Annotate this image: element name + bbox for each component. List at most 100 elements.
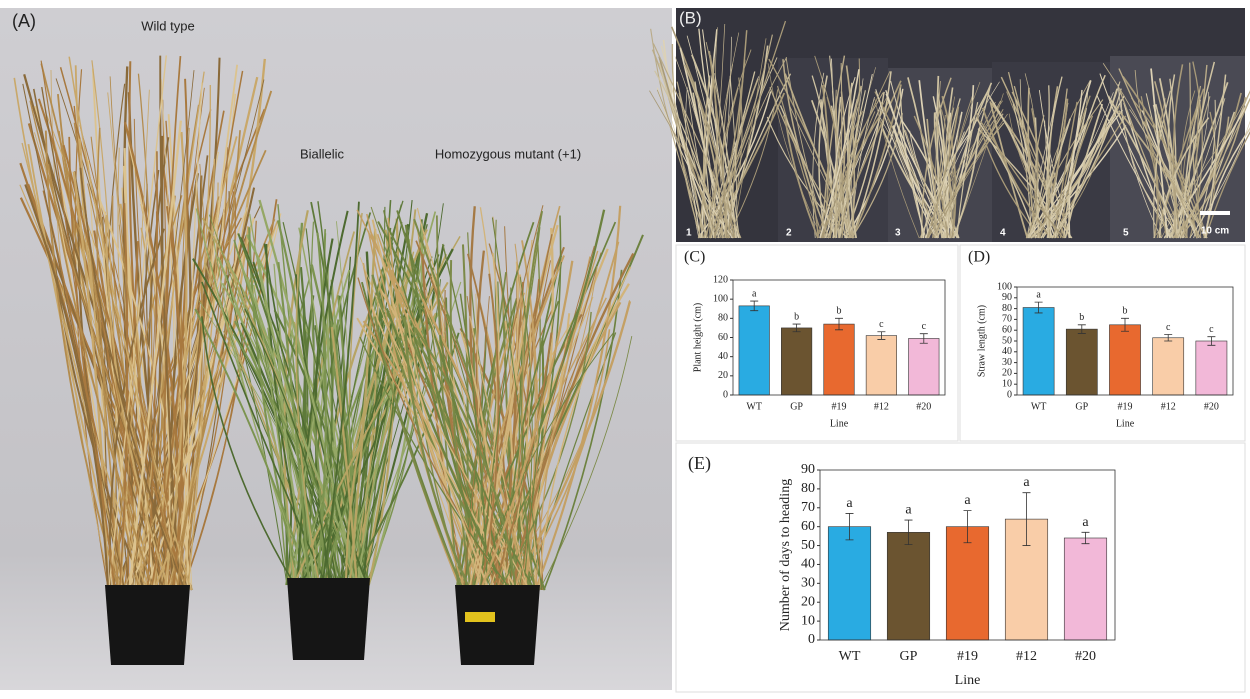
plant-stem	[233, 239, 359, 586]
significance-letter: a	[1023, 475, 1030, 490]
plant-stem	[952, 128, 980, 239]
bar	[738, 305, 770, 396]
plant-stem	[691, 54, 737, 239]
significance-letter: c	[922, 321, 927, 332]
plant-stem	[469, 315, 528, 591]
plant-stem	[838, 63, 843, 239]
plant-stem	[365, 224, 428, 586]
plant-stem	[660, 45, 701, 239]
plant-stem	[1192, 85, 1206, 239]
plant-stem	[522, 261, 563, 591]
plant-stem	[131, 70, 195, 591]
x-axis-label: Line	[830, 418, 849, 429]
plant-stem	[539, 335, 633, 591]
y-tick-label: 90	[1002, 292, 1012, 303]
error-bar	[1077, 324, 1086, 334]
plant-stem	[822, 71, 891, 239]
plant-stem	[492, 332, 553, 591]
plant-stem	[248, 227, 301, 586]
plant-stem	[252, 284, 294, 586]
y-tick-label: 0	[1007, 389, 1012, 400]
plant-stem	[385, 307, 506, 591]
plant-stem	[535, 250, 599, 591]
plant-stem	[1024, 73, 1039, 239]
plant-stem	[90, 136, 168, 591]
plant-stem	[468, 261, 519, 591]
x-tick-label: #19	[957, 649, 978, 664]
error-bar	[1081, 531, 1090, 545]
plant-stem	[1046, 76, 1063, 239]
plant-stem	[315, 232, 327, 586]
plant-stem	[321, 320, 412, 586]
plant-stem	[926, 118, 943, 239]
plant-stem	[239, 261, 315, 586]
plant-stem	[934, 81, 941, 239]
scale-bar-label: 10 cm	[1201, 226, 1229, 237]
x-tick-label: #19	[1118, 401, 1133, 412]
plant-stem	[851, 113, 903, 239]
plant-stem	[789, 105, 854, 239]
x-tick-label: #20	[916, 401, 931, 412]
plant-stem	[208, 214, 359, 586]
plant-stem	[685, 87, 709, 239]
plant-stem	[1027, 118, 1071, 239]
bar	[823, 323, 855, 396]
plant-stem	[119, 203, 129, 591]
y-tick-label: 60	[718, 332, 728, 343]
y-tick-label: 40	[801, 557, 815, 572]
y-axis-label: Straw length (cm)	[976, 305, 987, 377]
plant-stem	[885, 89, 925, 239]
plant-number: 4	[1000, 228, 1006, 239]
plant-stem	[44, 130, 120, 591]
plant-stem	[371, 219, 490, 591]
plant-stem	[258, 199, 357, 586]
plant-stem	[1042, 81, 1121, 239]
plot-frame	[1016, 286, 1234, 396]
plant-stem	[936, 81, 981, 239]
bar	[1109, 324, 1141, 396]
y-tick-label: 60	[801, 519, 815, 534]
plants	[13, 20, 1250, 591]
plant-stem	[459, 255, 565, 591]
plant-stem	[904, 130, 951, 239]
plant-stem	[471, 272, 507, 591]
plant-stem	[834, 89, 851, 239]
plant-stem	[150, 78, 189, 591]
error-bar	[919, 333, 928, 344]
pot	[287, 578, 370, 660]
plant-stem	[213, 239, 311, 586]
error-bar	[845, 513, 854, 541]
y-tick-label: 60	[1002, 324, 1012, 335]
plant-stem	[479, 333, 614, 591]
significance-letter: c	[879, 319, 884, 330]
x-tick-label: GP	[900, 649, 918, 664]
panel-label: (A)	[12, 11, 36, 31]
plant-stem	[295, 257, 321, 586]
plant-stem	[382, 317, 531, 591]
plant-number: 1	[686, 228, 692, 239]
x-tick-label: #20	[1075, 649, 1096, 664]
error-bar	[792, 323, 801, 333]
plant-stem	[543, 269, 623, 591]
plant-stem	[1182, 99, 1201, 239]
y-tick-label: 100	[713, 293, 728, 304]
plant-stem	[782, 59, 830, 239]
pot	[105, 585, 190, 665]
plant-stem	[776, 85, 824, 239]
plant-stem	[201, 281, 327, 586]
y-tick-label: 100	[997, 281, 1012, 292]
plant-stem	[1153, 90, 1250, 239]
panel-label: (D)	[968, 249, 990, 266]
plant-stem	[277, 262, 311, 586]
plant-stem	[829, 111, 864, 239]
plant-stem	[91, 60, 117, 591]
bar	[945, 526, 990, 641]
plant-stem	[314, 325, 346, 586]
plant-stem	[1139, 115, 1207, 239]
significance-letter: b	[1079, 312, 1084, 323]
y-tick-label: 0	[723, 389, 728, 400]
plant-stem	[1118, 89, 1179, 239]
plant-number: 3	[895, 228, 901, 239]
plant-stem	[981, 107, 1052, 239]
